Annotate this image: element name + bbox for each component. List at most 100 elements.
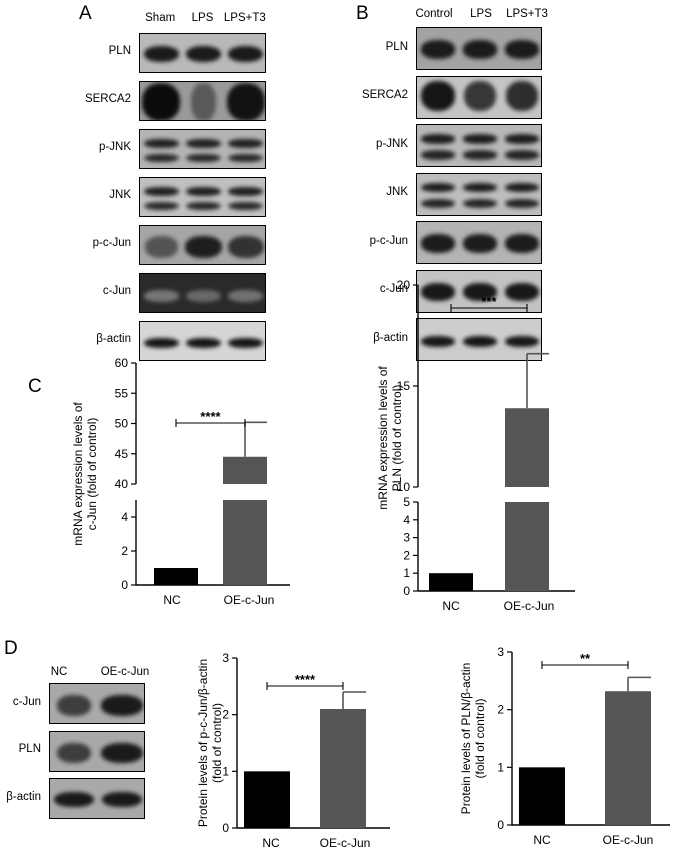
blot-band <box>420 198 456 209</box>
significance-label: **** <box>295 672 316 687</box>
blot-strip <box>139 273 266 313</box>
blot-band <box>186 337 221 348</box>
blot-band <box>462 40 498 59</box>
y-axis-label: mRNA expression levels of c-Jun (fold of … <box>71 402 99 546</box>
x-tick-label: NC <box>262 836 280 848</box>
blot-band <box>186 153 221 163</box>
blot-band <box>143 45 179 63</box>
blot-band <box>420 182 456 193</box>
y-tick-label: 0 <box>403 584 410 598</box>
blot-band <box>143 186 179 196</box>
bar <box>223 500 267 585</box>
lane-label: Control <box>415 8 453 20</box>
y-tick-label: 2 <box>403 548 410 562</box>
chart-pln-protein: 0 1 2 3 Protein levels of PLN/β-actin (fold o… <box>460 645 670 847</box>
blot-band <box>462 134 498 144</box>
significance-label: ** <box>580 651 591 666</box>
y-tick-label: 0 <box>121 578 128 592</box>
chart-pln-mrna: 0 1 2 3 4 510 15 20 mRNA expression levels of PLN… <box>376 278 575 613</box>
protein-label: PLN <box>108 45 131 57</box>
blot-band <box>185 235 222 258</box>
y-tick-label: 0 <box>222 821 229 835</box>
blot-band <box>504 198 540 209</box>
y-axis-label-line: c-Jun (fold of control) <box>85 418 99 531</box>
panel-letter-c: C <box>28 376 42 397</box>
blot-strip <box>49 730 145 772</box>
y-tick-label: 4 <box>121 510 128 524</box>
blot-strip <box>49 683 145 724</box>
protein-label: JNK <box>386 186 408 198</box>
blot-band <box>186 45 221 63</box>
blot-strip <box>416 221 542 264</box>
blot-band <box>186 186 221 196</box>
blot-band <box>420 150 456 160</box>
significance-label: *** <box>481 294 497 309</box>
y-tick-label: 3 <box>497 645 504 659</box>
bar <box>505 502 549 591</box>
y-axis-label-line: Protein levels of p-c-Jun/β-actin <box>196 659 210 827</box>
y-tick-label: 20 <box>397 278 411 292</box>
blot-band <box>226 83 265 120</box>
lane-label: NC <box>50 666 68 678</box>
blot-band <box>191 83 216 120</box>
protein-label: p-c-Jun <box>369 234 408 247</box>
y-tick-label: 1 <box>222 764 229 778</box>
y-tick-label: 2 <box>222 708 229 722</box>
blot-band <box>420 234 456 253</box>
x-tick-label: NC <box>533 833 551 847</box>
bar <box>223 456 267 484</box>
blot-band <box>142 83 181 120</box>
blot-band <box>504 282 540 302</box>
protein-label: SERCA2 <box>361 89 408 101</box>
protein-label: p-c-Jun <box>92 237 131 249</box>
blot-strip <box>416 269 542 313</box>
y-tick-label: 2 <box>497 703 504 717</box>
blot-band <box>420 40 456 59</box>
y-tick-label: 3 <box>222 651 229 665</box>
y-axis-label-line: mRNA expression levels of <box>376 366 390 510</box>
blot-band <box>462 234 498 253</box>
blot-band <box>504 234 540 253</box>
blot-band <box>228 138 264 148</box>
blot-strip <box>416 124 542 167</box>
blot-strip <box>416 27 542 70</box>
y-axis-label-line: (fold of control) <box>473 698 487 778</box>
blot-band <box>228 45 264 63</box>
blot-strip <box>139 81 266 121</box>
blot-band <box>420 335 456 347</box>
blot-band <box>143 337 179 348</box>
blot-strip <box>139 225 266 265</box>
blot-band <box>504 40 540 59</box>
protein-label: PLN <box>18 743 41 755</box>
y-tick-label: 1 <box>497 760 504 774</box>
blot-band <box>462 150 498 160</box>
blot-band <box>462 282 498 302</box>
blot-band <box>420 282 456 302</box>
y-tick-label: 40 <box>115 477 129 491</box>
blot-band <box>57 742 91 764</box>
blot-band <box>143 290 179 302</box>
blot-band <box>228 290 264 302</box>
blot-band <box>504 150 540 160</box>
x-tick-label: NC <box>442 599 460 613</box>
protein-label: β-actin <box>373 331 408 344</box>
blot-band <box>57 695 91 716</box>
bar <box>320 709 366 828</box>
blot-band <box>143 138 179 148</box>
blot-band <box>228 186 264 196</box>
protein-label: p-JNK <box>99 141 131 153</box>
lane-label: OE-c-Jun <box>100 666 150 678</box>
blot-band <box>227 235 265 258</box>
protein-label: c-Jun <box>12 695 41 708</box>
y-tick-label: 15 <box>397 379 411 393</box>
x-tick-label: OE-c-Jun <box>504 599 555 613</box>
y-tick-label: 3 <box>403 531 410 545</box>
y-axis-label: Protein levels of PLN/β-actin (fold of co… <box>460 663 487 815</box>
blot-band <box>186 290 221 302</box>
x-tick-label: OE-c-Jun <box>603 833 654 847</box>
protein-label: p-JNK <box>376 137 408 150</box>
y-tick-label: 60 <box>115 356 129 370</box>
protein-label: c-Jun <box>379 283 408 295</box>
y-tick-label: 0 <box>497 818 504 832</box>
